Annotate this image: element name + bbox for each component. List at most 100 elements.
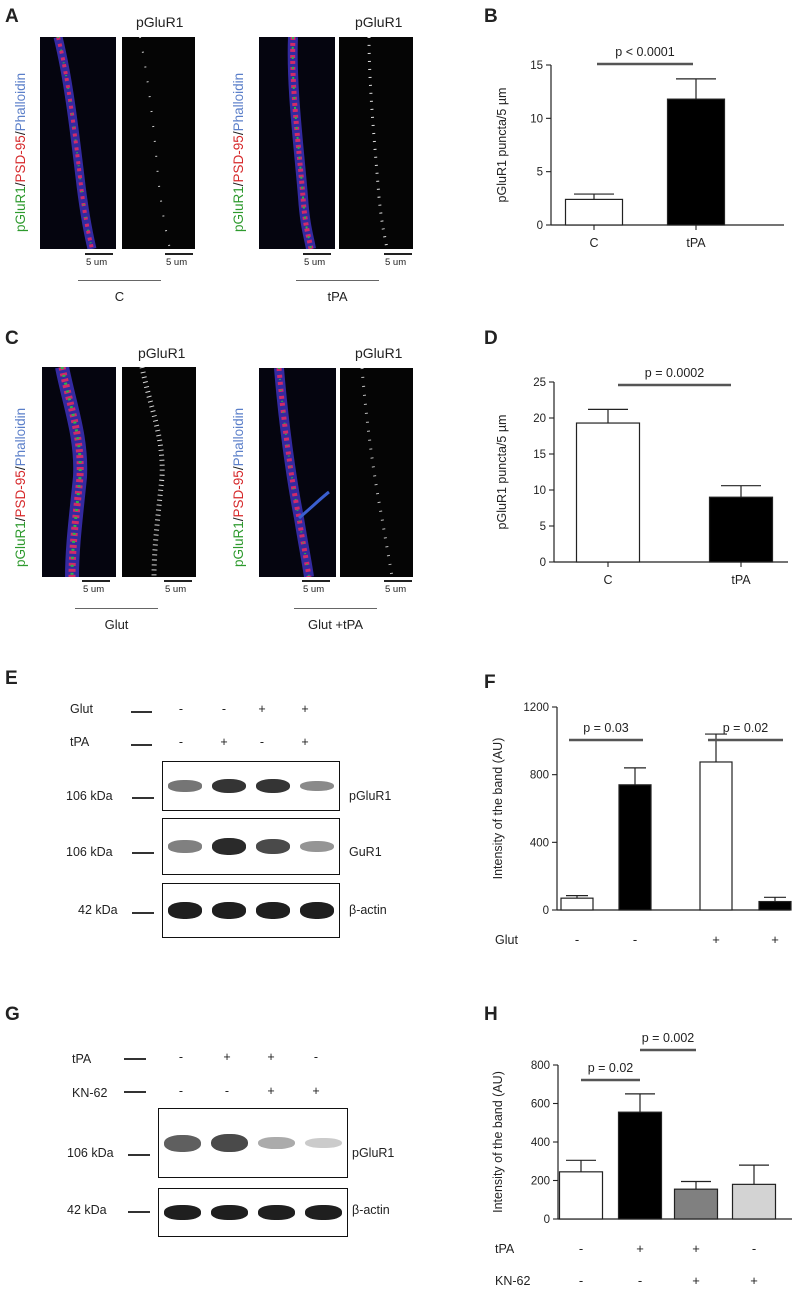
condition-underline <box>294 608 377 609</box>
puncta-image <box>360 368 394 577</box>
condition-sign: + <box>636 1241 644 1256</box>
y-tick-label: 400 <box>530 837 549 849</box>
bar <box>617 1111 663 1220</box>
p-value-label: p = 0.02 <box>588 1061 634 1075</box>
panel-letter-h: H <box>484 1004 498 1025</box>
fluorescence-channel-label: pGluR1/PSD-95/Phalloidin <box>13 72 28 232</box>
p-value-label: p = 0.002 <box>642 1031 695 1045</box>
condition-sign: - <box>633 932 637 947</box>
y-axis-label: Intensity of the band (AU) <box>491 738 505 880</box>
bar <box>708 496 774 563</box>
y-tick-label: 800 <box>530 770 549 782</box>
condition-row-label: KN-62 <box>72 1086 108 1100</box>
panel-letter-c: C <box>5 328 19 349</box>
condition-sign: - <box>178 1084 184 1098</box>
bar <box>758 900 792 911</box>
band <box>258 1205 295 1220</box>
blot-glur1 <box>162 818 340 875</box>
p-value-label: p < 0.0001 <box>615 45 674 59</box>
band <box>211 838 247 855</box>
condition-underline <box>296 280 379 281</box>
bar-chart-h: 0 200 400 600 800 Intensity of the band (AU) t… <box>491 1031 792 1288</box>
blot-pglur1 <box>158 1108 348 1178</box>
kda-marker: 42 kDa <box>67 1203 107 1217</box>
y-axis-label: pGluR1 puncta/5 µm <box>495 88 509 203</box>
pglur1-grayscale-image <box>122 367 196 577</box>
band <box>211 1205 248 1220</box>
fluorescence-channel-label: pGluR1/PSD-95/Phalloidin <box>13 407 28 567</box>
condition-row-label: Glut <box>70 702 93 716</box>
y-tick-label: 200 <box>531 1176 550 1188</box>
condition-row-label: tPA <box>495 1242 515 1256</box>
condition-sign: - <box>313 1050 319 1064</box>
y-tick-label: 400 <box>531 1137 550 1149</box>
x-tick-label: tPA <box>686 236 706 250</box>
y-tick-label: 0 <box>537 220 543 232</box>
condition-sign: + <box>301 735 309 749</box>
condition-sign: + <box>312 1084 320 1098</box>
band-label: GuR1 <box>349 845 382 859</box>
row-marker <box>124 1091 146 1093</box>
bar <box>575 422 641 563</box>
band <box>299 780 335 792</box>
scale-bar-label: 5 um <box>86 257 108 268</box>
scale-bar-label: 5 um <box>83 584 105 595</box>
x-tick-label: C <box>589 236 598 250</box>
condition-sign: + <box>692 1273 700 1288</box>
band <box>164 1205 201 1220</box>
bar <box>673 1188 719 1220</box>
bar <box>618 784 652 911</box>
bar <box>558 1171 604 1220</box>
band <box>255 779 291 793</box>
band <box>258 1136 295 1150</box>
condition-label: tPA <box>327 289 348 304</box>
x-tick-label: C <box>603 573 612 587</box>
scale-bar <box>384 580 412 582</box>
condition-label: Glut +tPA <box>307 617 364 632</box>
row-marker <box>124 1058 146 1060</box>
dendrite-image <box>53 37 97 249</box>
y-tick-label: 20 <box>533 413 546 425</box>
image-title: pGluR1 <box>355 345 403 361</box>
band <box>305 1205 342 1220</box>
condition-sign: + <box>301 702 309 716</box>
condition-sign: + <box>771 932 779 947</box>
kda-marker: 106 kDa <box>66 789 113 803</box>
scale-bar <box>85 253 113 255</box>
y-tick-label: 5 <box>540 521 546 533</box>
condition-underline <box>78 280 161 281</box>
panel-letter-d: D <box>484 328 498 349</box>
condition-sign: - <box>224 1084 230 1098</box>
bar <box>564 198 624 226</box>
scale-bar-label: 5 um <box>385 257 407 268</box>
row-marker <box>131 744 152 746</box>
condition-underline <box>75 608 158 609</box>
condition-sign: - <box>178 1050 184 1064</box>
band <box>167 840 203 853</box>
condition-sign: + <box>223 1050 231 1064</box>
condition-row-label: Glut <box>495 933 518 947</box>
blot-pglur1 <box>162 761 340 811</box>
panel-letter-e: E <box>5 668 18 689</box>
scale-bar-label: 5 um <box>303 584 325 595</box>
condition-sign: + <box>267 1084 275 1098</box>
bar <box>666 98 726 226</box>
dendrite-image <box>55 367 88 577</box>
scale-bar-label: 5 um <box>166 257 188 268</box>
y-axis-label: Intensity of the band (AU) <box>491 1071 505 1213</box>
condition-sign: - <box>579 1241 583 1256</box>
band <box>255 839 291 854</box>
y-tick-label: 1200 <box>523 702 549 714</box>
y-tick-label: 0 <box>543 905 549 917</box>
blot-beta-actin <box>162 883 340 938</box>
y-tick-label: 0 <box>544 1214 550 1226</box>
merged-micrograph <box>40 37 116 249</box>
condition-row-label: tPA <box>72 1052 92 1066</box>
kda-marker: 106 kDa <box>67 1146 114 1160</box>
kda-tick <box>132 912 154 914</box>
blot-beta-actin <box>158 1188 348 1237</box>
puncta-image <box>139 37 171 249</box>
scale-bar <box>164 580 192 582</box>
puncta-image <box>367 37 389 249</box>
dendrite-image <box>274 368 330 577</box>
